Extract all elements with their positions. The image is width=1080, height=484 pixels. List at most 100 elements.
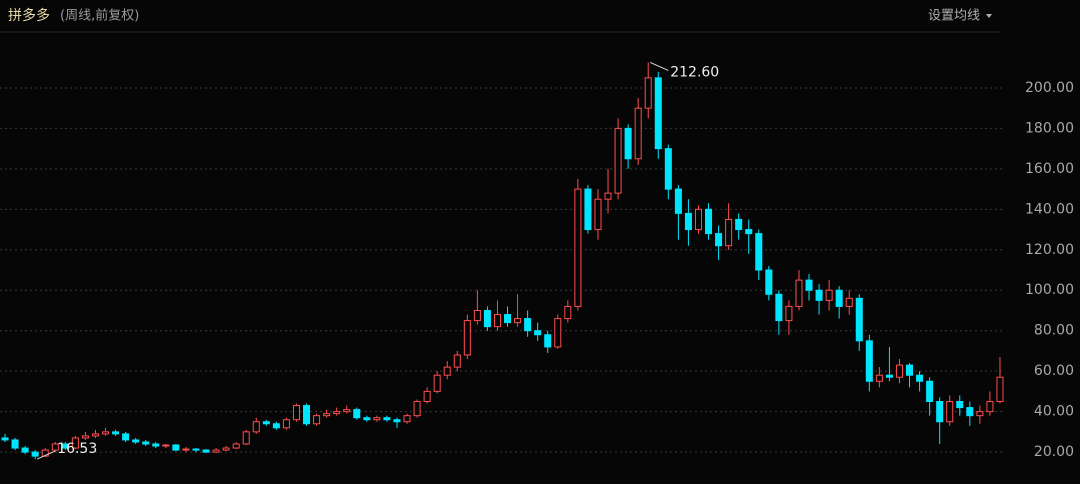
candle-body xyxy=(41,449,49,457)
candle-body xyxy=(966,407,974,417)
candle-body xyxy=(11,439,19,449)
candle-body xyxy=(31,451,39,457)
candle-body xyxy=(644,77,652,109)
candle-body xyxy=(705,208,713,235)
y-tick-label: 140.00 xyxy=(1025,201,1074,217)
candle-body xyxy=(493,314,501,328)
candle-body xyxy=(433,374,441,392)
candle-body xyxy=(112,431,120,435)
candle-body xyxy=(403,415,411,423)
ma-settings[interactable]: 设置均线 xyxy=(928,9,980,24)
candle-body xyxy=(232,443,240,449)
candle-body xyxy=(795,279,803,307)
candle-body xyxy=(222,447,230,451)
candle-body xyxy=(845,297,853,307)
candle-body xyxy=(262,421,270,425)
dropdown-caret[interactable] xyxy=(986,14,992,18)
y-tick-label: 60.00 xyxy=(1034,363,1074,379)
candle-body xyxy=(242,431,250,445)
candle-body xyxy=(895,364,903,378)
y-tick-label: 100.00 xyxy=(1025,282,1074,298)
y-tick-label: 80.00 xyxy=(1034,323,1074,339)
candle-body xyxy=(885,374,893,378)
period: (周线,前复权) xyxy=(60,8,139,24)
candle-body xyxy=(634,107,642,160)
candle-body xyxy=(674,188,682,214)
y-tick-label: 40.00 xyxy=(1034,404,1074,420)
candle-body xyxy=(996,376,1004,403)
candle-body xyxy=(81,435,89,439)
candle-body xyxy=(684,212,692,231)
candle-body xyxy=(51,443,59,451)
candle-body xyxy=(554,318,562,348)
candle-body xyxy=(1,437,9,441)
candle-body xyxy=(574,188,582,307)
candle-body xyxy=(343,409,351,413)
candle-body xyxy=(855,297,863,342)
y-tick-label: 200.00 xyxy=(1025,80,1074,96)
y-tick-label: 120.00 xyxy=(1025,242,1074,258)
high-label: 212.60 xyxy=(670,64,719,80)
candle-body xyxy=(815,289,823,301)
candle-body xyxy=(976,411,984,417)
candle-body xyxy=(21,447,29,453)
candle-body xyxy=(122,433,130,441)
candle-body xyxy=(604,192,612,200)
candle-body xyxy=(182,448,190,451)
candle-body xyxy=(192,448,200,451)
candle-body xyxy=(594,198,602,231)
y-tick-label: 180.00 xyxy=(1025,120,1074,136)
candle-body xyxy=(423,390,431,403)
candle-body xyxy=(544,334,552,348)
candle-body xyxy=(936,401,944,423)
candle-body xyxy=(946,401,954,423)
candle-body xyxy=(172,444,180,451)
candle-body xyxy=(725,218,733,247)
candle-body xyxy=(916,374,924,382)
candle-body xyxy=(363,417,371,421)
low-label: 16.53 xyxy=(57,441,97,457)
candle-body xyxy=(292,405,300,421)
y-tick-label: 160.00 xyxy=(1025,161,1074,177)
candle-body xyxy=(463,320,471,356)
candle-body xyxy=(373,417,381,421)
candle-body xyxy=(132,439,140,443)
candle-body xyxy=(152,443,160,447)
candle-body xyxy=(252,421,260,433)
candle-body xyxy=(323,413,331,417)
candle-body xyxy=(202,449,210,453)
candle-body xyxy=(745,229,753,235)
candle-body xyxy=(313,415,321,425)
candle-body xyxy=(956,401,964,409)
candle-body xyxy=(694,208,702,231)
candle-body xyxy=(584,188,592,231)
candle-body xyxy=(654,77,662,150)
candle-body xyxy=(443,366,451,376)
candle-body xyxy=(906,364,914,376)
low-arrow xyxy=(36,450,56,460)
candle-body xyxy=(825,289,833,301)
candle-body xyxy=(715,233,723,247)
candle-body xyxy=(212,449,220,453)
candle-body xyxy=(71,437,79,449)
candle-body xyxy=(986,401,994,413)
candle-body xyxy=(282,419,290,429)
candle-body xyxy=(524,318,532,332)
candle-body xyxy=(775,293,783,322)
candle-body xyxy=(785,305,793,322)
candle-body xyxy=(91,433,99,437)
candle-body xyxy=(453,354,461,368)
candle-body xyxy=(303,405,311,425)
candle-body xyxy=(473,309,481,322)
candle-body xyxy=(413,401,421,417)
candle-body xyxy=(142,441,150,445)
candle-body xyxy=(735,218,743,231)
candle-body xyxy=(664,148,672,190)
candle-body xyxy=(102,431,110,435)
candle-body xyxy=(333,411,341,415)
candle-body xyxy=(755,233,763,271)
candle-body xyxy=(353,409,361,419)
candle-body xyxy=(835,289,843,307)
candle-body xyxy=(504,314,512,324)
